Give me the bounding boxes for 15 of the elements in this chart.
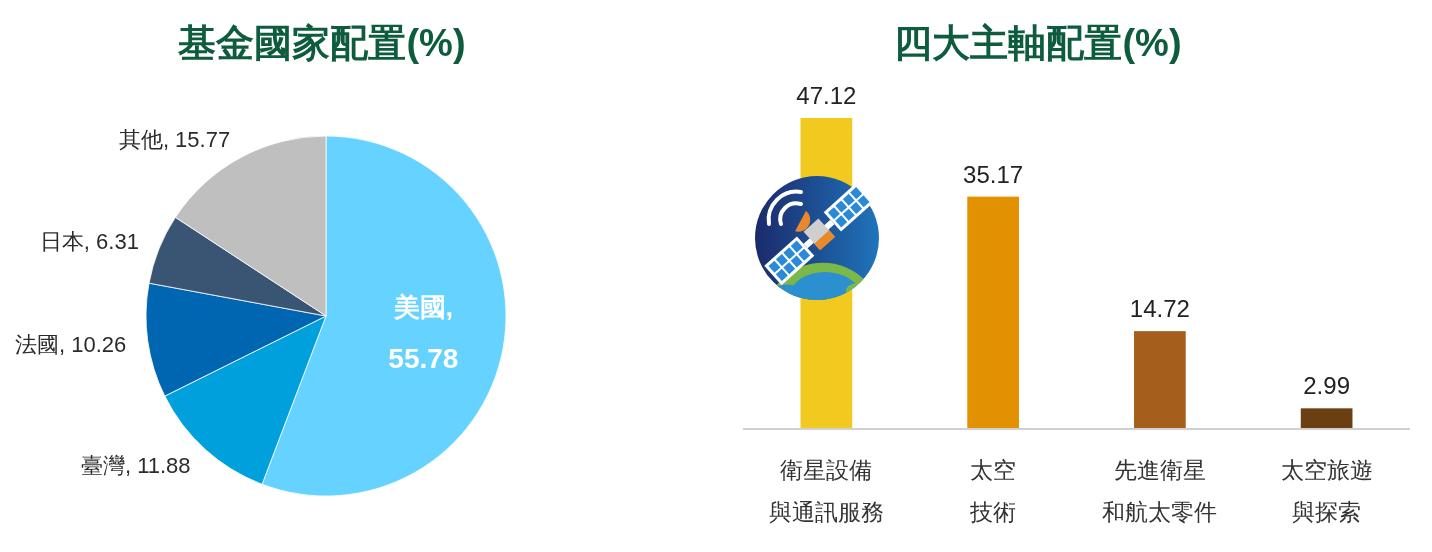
data-label: 其他, 15.77: [118, 126, 231, 152]
data-label: 14.72: [1129, 295, 1190, 323]
data-label: 2.99: [1303, 372, 1350, 400]
x-tick-label: 太空技術: [970, 457, 1017, 525]
data-label: 35.17: [963, 160, 1024, 188]
x-tick-label: 先進衛星和航太零件: [1102, 457, 1218, 525]
chart-title: 基金國家配置(%): [178, 22, 466, 64]
data-label: 法國, 10.26: [15, 331, 127, 357]
data-label: 47.12: [796, 82, 857, 109]
x-tick-label: 衛星設備與通訊服務: [768, 457, 884, 525]
data-label: 日本, 6.31: [39, 228, 139, 254]
chart-title: 四大主軸配置(%): [894, 22, 1182, 64]
x-tick-label: 太空旅遊與探索: [1280, 457, 1373, 525]
data-label: 美國, 55.78: [388, 291, 459, 374]
data-label: 臺灣, 11.88: [80, 453, 191, 479]
